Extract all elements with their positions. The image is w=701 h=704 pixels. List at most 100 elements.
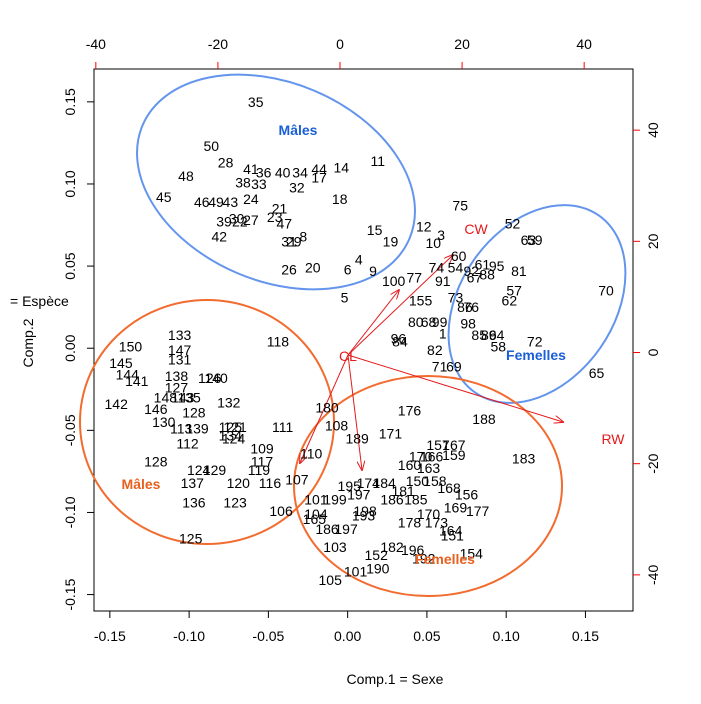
point-label: 111 bbox=[272, 419, 293, 435]
point-label: 150 bbox=[119, 339, 143, 355]
point-label: 123 bbox=[223, 495, 247, 511]
point-label: 69 bbox=[446, 358, 462, 374]
point-label: 174 bbox=[357, 475, 381, 491]
y-tick-label: -0.05 bbox=[62, 414, 78, 446]
y-tick-label: -0.15 bbox=[62, 578, 78, 610]
point-label: 15 bbox=[367, 222, 383, 238]
point-label: 45 bbox=[156, 189, 172, 205]
point-label: 186 bbox=[380, 491, 404, 507]
point-label: 197 bbox=[347, 486, 371, 502]
point-label: 199 bbox=[323, 491, 347, 507]
point-label: 176 bbox=[398, 403, 422, 419]
x-tick-label: -0.15 bbox=[94, 628, 126, 644]
top-tick-label: 20 bbox=[454, 36, 470, 52]
point-label: 178 bbox=[398, 514, 422, 530]
point-label: 198 bbox=[353, 503, 377, 519]
point-label: 197 bbox=[334, 521, 358, 537]
point-label: 139 bbox=[185, 421, 209, 437]
point-label: 39 bbox=[216, 214, 232, 230]
point-label: 29 bbox=[286, 233, 302, 249]
point-label: 67 bbox=[467, 270, 483, 286]
point-label: 76 bbox=[464, 299, 480, 315]
point-label: 142 bbox=[105, 396, 129, 412]
y-tick-label: -0.10 bbox=[62, 496, 78, 528]
point-label: 35 bbox=[248, 94, 264, 110]
point-label: 11 bbox=[370, 153, 385, 169]
point-label: 72 bbox=[527, 334, 543, 350]
point-label: 170 bbox=[409, 449, 433, 465]
point-label: 163 bbox=[417, 460, 441, 476]
point-label: 157 bbox=[426, 437, 450, 453]
point-label: 84 bbox=[392, 334, 408, 350]
axes: -0.15 -0.10 -0.05 0.00 0.05 0.10 0.15 -0.15 -0.1… bbox=[62, 36, 661, 644]
y-axis-label: Comp.2 bbox=[20, 318, 36, 367]
point-label: 33 bbox=[251, 176, 267, 192]
point-label: 188 bbox=[472, 411, 496, 427]
point-label: 169 bbox=[444, 500, 468, 516]
point-label: 125 bbox=[219, 419, 243, 435]
point-label: 151 bbox=[441, 527, 465, 543]
point-label: 8 bbox=[299, 229, 307, 245]
right-tick-label: 40 bbox=[645, 122, 661, 138]
x-tick-label: -0.05 bbox=[252, 628, 284, 644]
group-label: Femelles bbox=[506, 347, 566, 363]
point-label: 34 bbox=[292, 164, 308, 180]
point-label: 167 bbox=[442, 437, 466, 453]
point-label: 138 bbox=[165, 368, 189, 384]
point-label: 103 bbox=[323, 539, 347, 555]
point-label: 28 bbox=[218, 155, 234, 171]
y-tick-label: 0.10 bbox=[62, 170, 78, 197]
vector-label: RW bbox=[601, 431, 625, 447]
point-label: 104 bbox=[304, 506, 328, 522]
point-label: 71 bbox=[432, 358, 448, 374]
y-tick-label: 0.00 bbox=[62, 334, 78, 361]
top-tick-label: 40 bbox=[576, 36, 592, 52]
point-label: 85 bbox=[471, 327, 487, 343]
y-axis-side-label: = Espèce bbox=[10, 293, 69, 309]
point-label: 116 bbox=[259, 475, 282, 491]
right-tick-label: 20 bbox=[645, 233, 661, 249]
point-label: 156 bbox=[455, 486, 479, 502]
point-label: 19 bbox=[383, 233, 399, 249]
group-labels: Mâles Femelles Mâles Femelles bbox=[122, 122, 567, 567]
point-label: 92 bbox=[464, 263, 480, 279]
point-label: 119 bbox=[248, 462, 271, 478]
point-label: 180 bbox=[315, 399, 339, 415]
point-label: 118 bbox=[267, 334, 290, 350]
point-label: 22 bbox=[232, 214, 248, 230]
point-label: 42 bbox=[211, 229, 227, 245]
point-label: 73 bbox=[448, 289, 464, 305]
point-label: 58 bbox=[490, 339, 506, 355]
point-label: 110 bbox=[300, 445, 323, 461]
point-label: 1 bbox=[439, 325, 447, 341]
point-label: 135 bbox=[177, 389, 201, 405]
point-label: 160 bbox=[398, 457, 422, 473]
point-label: 108 bbox=[325, 417, 349, 433]
point-label: 52 bbox=[505, 215, 521, 231]
point-label: 89 bbox=[481, 327, 497, 343]
loading-vector bbox=[347, 354, 362, 470]
point-label: 26 bbox=[281, 261, 297, 277]
point-label: 120 bbox=[227, 475, 251, 491]
point-label: 38 bbox=[235, 174, 251, 190]
point-label: 112 bbox=[176, 435, 199, 451]
point-label: 101 bbox=[344, 564, 368, 580]
point-label: 150 bbox=[406, 473, 430, 489]
point-label: 152 bbox=[365, 547, 389, 563]
point-label: 184 bbox=[372, 475, 396, 491]
point-label: 105 bbox=[319, 572, 343, 588]
point-label: 137 bbox=[181, 475, 205, 491]
point-label: 144 bbox=[116, 366, 140, 382]
point-label: 62 bbox=[502, 293, 518, 309]
point-label: 23 bbox=[267, 209, 283, 225]
point-label: 136 bbox=[182, 495, 206, 511]
point-label: 63 bbox=[521, 232, 537, 248]
point-label: 46 bbox=[194, 194, 210, 210]
x-tick-label: 0.10 bbox=[493, 628, 520, 644]
point-label: 183 bbox=[512, 450, 536, 466]
point-label: 80 bbox=[408, 314, 424, 330]
point-label: 9 bbox=[369, 263, 377, 279]
point-label: 36 bbox=[256, 164, 272, 180]
point-label: 164 bbox=[439, 523, 463, 539]
point-label: 185 bbox=[404, 491, 428, 507]
